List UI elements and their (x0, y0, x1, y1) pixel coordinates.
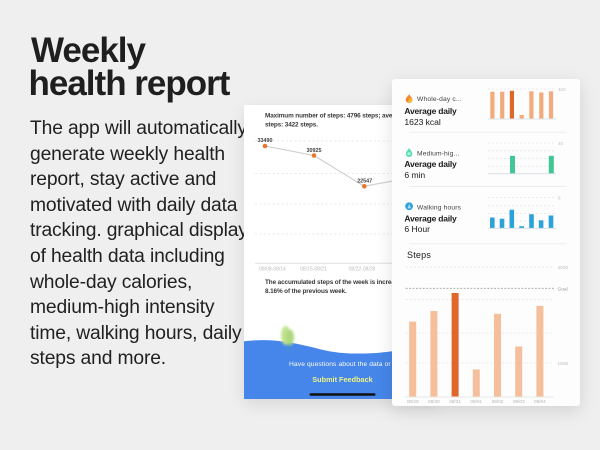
svg-text:09/04: 09/04 (534, 399, 546, 404)
svg-text:4000: 4000 (558, 265, 569, 271)
svg-text:Whole-day c...: Whole-day c... (417, 96, 462, 103)
svg-text:08/22-08/28: 08/22-08/28 (349, 267, 376, 273)
svg-text:33490: 33490 (258, 138, 273, 144)
svg-text:22547: 22547 (357, 179, 372, 185)
svg-text:09/02: 09/02 (492, 399, 504, 404)
svg-text:Have questions about the data: Have questions about the data or feedbac… (289, 361, 425, 368)
svg-text:1623 kcal: 1623 kcal (404, 117, 440, 127)
svg-text:Goal: Goal (558, 286, 568, 292)
svg-text:steps: 3422 steps.: steps: 3422 steps. (265, 121, 318, 128)
svg-text:1500: 1500 (558, 361, 569, 367)
svg-text:08/08-08/14: 08/08-08/14 (259, 267, 286, 273)
svg-text:Average daily: Average daily (404, 213, 457, 223)
svg-text:40: 40 (558, 141, 564, 146)
svg-text:Average daily: Average daily (404, 159, 457, 169)
svg-text:30925: 30925 (307, 148, 322, 154)
svg-text:8: 8 (558, 196, 561, 201)
svg-text:09/01: 09/01 (470, 399, 482, 404)
svg-text:Submit Feedback: Submit Feedback (312, 375, 373, 384)
svg-text:Maximum number of steps: 4796: Maximum number of steps: 4796 steps; ave… (265, 112, 406, 119)
svg-text:Average daily: Average daily (404, 106, 457, 116)
svg-text:8.16% of the previous week.: 8.16% of the previous week. (265, 288, 347, 295)
svg-text:Walking hours: Walking hours (417, 205, 462, 212)
svg-text:The accumulated steps of the w: The accumulated steps of the week is inc… (265, 279, 406, 286)
svg-text:08/30: 08/30 (428, 399, 440, 404)
svg-text:09/03: 09/03 (513, 399, 525, 404)
svg-text:Steps: Steps (407, 250, 431, 260)
svg-text:08/29: 08/29 (407, 399, 419, 404)
svg-text:Medium-hig...: Medium-hig... (417, 150, 459, 157)
svg-text:6 Hour: 6 Hour (404, 224, 430, 234)
svg-text:08/31: 08/31 (449, 399, 461, 404)
svg-text:6 min: 6 min (404, 170, 425, 180)
svg-text:08/15-08/21: 08/15-08/21 (300, 267, 327, 273)
svg-text:400: 400 (558, 87, 566, 92)
